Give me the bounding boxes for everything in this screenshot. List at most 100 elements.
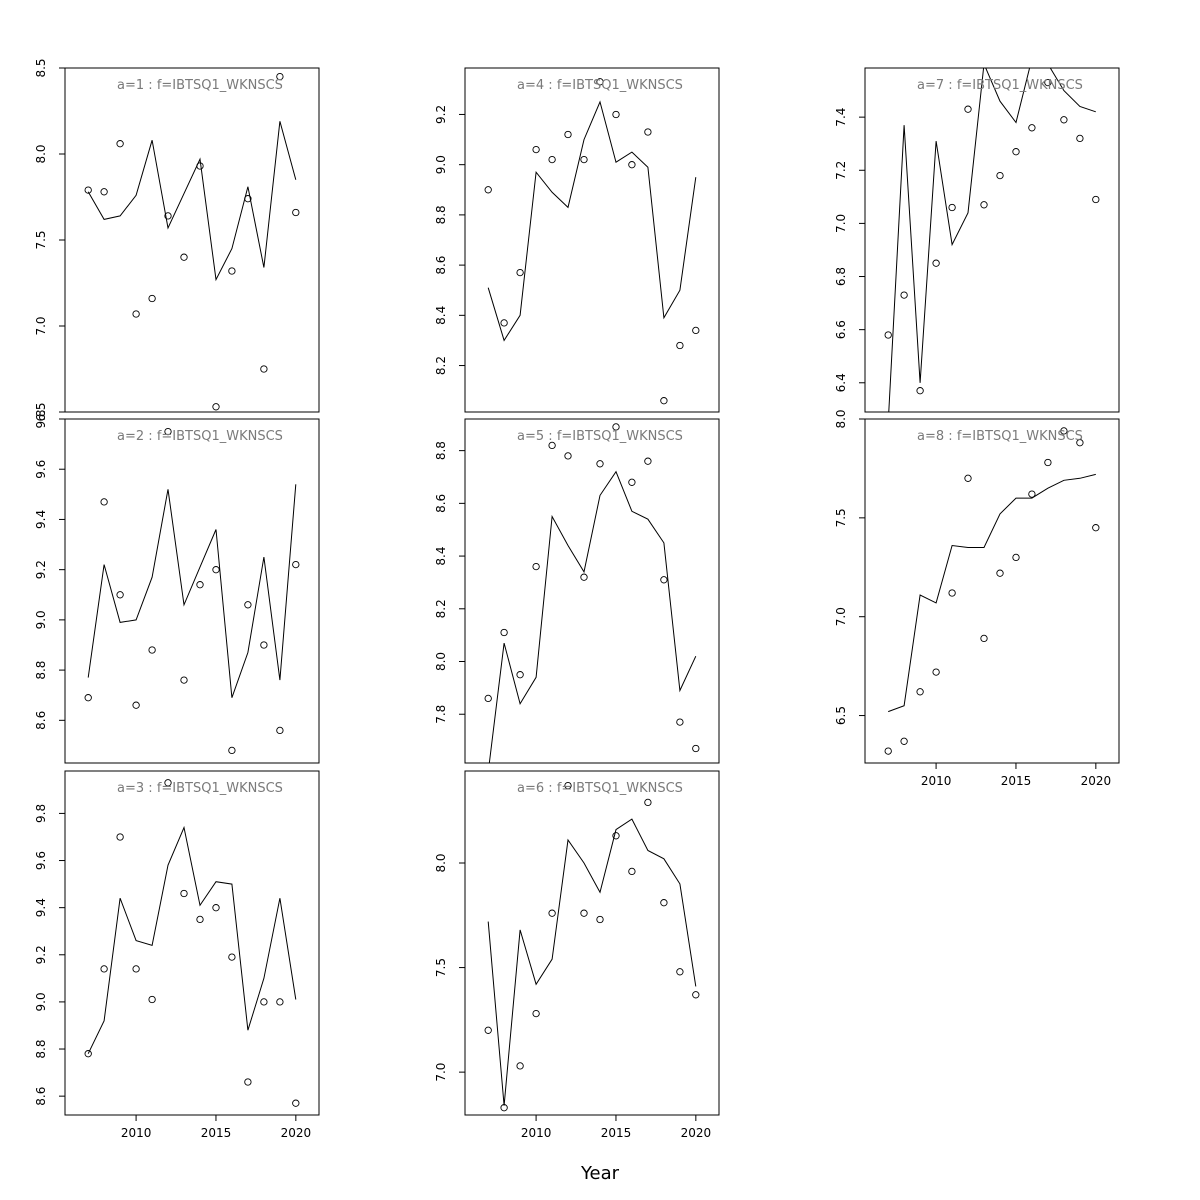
data-point bbox=[1044, 78, 1052, 87]
data-point bbox=[884, 331, 892, 339]
data-point bbox=[612, 110, 620, 119]
data-point bbox=[548, 155, 556, 164]
y-tick-label: 6.6 bbox=[834, 320, 848, 339]
fitted-line bbox=[487, 818, 697, 1106]
y-tick-label: 7.5 bbox=[434, 958, 448, 977]
data-point bbox=[276, 726, 284, 735]
y-tick-label: 9.8 bbox=[34, 409, 48, 428]
plot-frame bbox=[864, 67, 1120, 413]
data-point bbox=[564, 130, 572, 139]
data-point bbox=[116, 140, 124, 148]
y-tick-label: 9.4 bbox=[34, 898, 48, 917]
fitted-line bbox=[87, 825, 297, 1054]
data-point bbox=[84, 1050, 92, 1058]
x-tick-label: 2015 bbox=[601, 1126, 632, 1140]
data-point bbox=[116, 591, 124, 599]
data-point bbox=[260, 998, 268, 1006]
data-point bbox=[516, 268, 524, 277]
data-point bbox=[228, 746, 236, 755]
y-tick-label: 6.5 bbox=[834, 706, 848, 725]
panel-a4: a=4 : f=IBTSQ1_WKNSCS 8.2 8.4 8.6 8.8 9.0 9.2 bbox=[434, 67, 720, 413]
y-tick-label: 7.0 bbox=[434, 1063, 448, 1082]
y-tick-label: 9.6 bbox=[34, 851, 48, 870]
data-point bbox=[692, 744, 700, 753]
data-point bbox=[244, 1078, 252, 1086]
data-point bbox=[100, 188, 108, 196]
y-tick-label: 8.8 bbox=[34, 661, 48, 680]
data-point bbox=[116, 833, 124, 841]
data-point bbox=[580, 573, 588, 581]
panel-title: a=7 : f=IBTSQ1_WKNSCS bbox=[917, 78, 1083, 93]
panel-a6: a=6 : f=IBTSQ1_WKNSCS 7.0 7.5 8.0 2010 2015 20… bbox=[434, 770, 720, 1140]
data-point bbox=[516, 1062, 524, 1070]
data-point bbox=[996, 171, 1004, 180]
data-point bbox=[1012, 148, 1020, 156]
panel-a8: a=8 : f=IBTSQ1_WKNSCS 6.5 7.0 7.5 8.0 2010 201… bbox=[834, 409, 1120, 788]
data-point bbox=[900, 737, 908, 745]
data-point bbox=[100, 498, 108, 506]
data-point bbox=[164, 779, 172, 787]
data-point bbox=[612, 423, 620, 431]
data-point bbox=[180, 889, 188, 898]
data-point bbox=[532, 562, 540, 571]
fitted-line bbox=[888, 68, 1096, 412]
data-point bbox=[660, 576, 668, 584]
data-point bbox=[948, 589, 956, 597]
y-tick-label: 9.0 bbox=[34, 610, 48, 629]
data-point bbox=[1044, 458, 1052, 467]
y-tick-label: 8.6 bbox=[34, 1087, 48, 1106]
data-point bbox=[916, 688, 924, 696]
panel-a3: a=3 : f=IBTSQ1_WKNSCS 8.6 8.8 9.0 9.2 9.4 9.6 9… bbox=[34, 770, 320, 1140]
y-tick-label: 8.5 bbox=[34, 58, 48, 77]
data-point bbox=[628, 478, 636, 486]
data-point bbox=[932, 668, 940, 676]
data-point bbox=[1092, 524, 1100, 532]
data-point bbox=[548, 909, 556, 917]
data-point bbox=[244, 195, 252, 203]
data-point bbox=[292, 208, 300, 217]
y-tick-label: 9.2 bbox=[34, 945, 48, 964]
data-point bbox=[1028, 490, 1036, 498]
data-point bbox=[1028, 124, 1036, 132]
panel-a1: a=1 : f=IBTSQ1_WKNSCS 6.5 7.0 7.5 8.0 8.5 bbox=[34, 58, 320, 422]
data-point bbox=[980, 634, 988, 643]
data-point bbox=[628, 161, 636, 169]
fitted-line bbox=[488, 470, 697, 763]
data-point bbox=[660, 397, 668, 405]
data-point bbox=[1060, 427, 1068, 435]
y-tick-label: 9.0 bbox=[434, 155, 448, 174]
data-point bbox=[596, 78, 604, 86]
data-point bbox=[644, 128, 652, 136]
data-point bbox=[196, 162, 204, 170]
y-tick-label: 8.0 bbox=[34, 144, 48, 163]
y-tick-label: 7.0 bbox=[834, 214, 848, 233]
panel-title: a=5 : f=IBTSQ1_WKNSCS bbox=[517, 429, 683, 444]
y-tick-label: 8.0 bbox=[434, 652, 448, 671]
y-tick-label: 8.2 bbox=[434, 356, 448, 375]
data-point bbox=[292, 1099, 300, 1107]
data-point bbox=[164, 212, 172, 220]
data-point bbox=[484, 694, 492, 703]
x-axis-label: Year bbox=[580, 1163, 620, 1184]
data-point bbox=[644, 798, 652, 807]
data-point bbox=[900, 291, 908, 299]
data-point bbox=[660, 899, 668, 907]
y-tick-label: 8.0 bbox=[434, 853, 448, 872]
y-tick-label: 6.5 bbox=[34, 402, 48, 421]
y-tick-label: 7.8 bbox=[434, 705, 448, 724]
x-tick-label: 2015 bbox=[201, 1126, 232, 1140]
panel-title: a=8 : f=IBTSQ1_WKNSCS bbox=[917, 429, 1083, 444]
fitted-line bbox=[888, 473, 1096, 713]
plot-frame bbox=[864, 418, 1120, 764]
plot-frame bbox=[464, 770, 720, 1116]
data-point bbox=[1076, 439, 1084, 447]
data-point bbox=[916, 387, 924, 395]
data-point bbox=[148, 995, 156, 1004]
data-point bbox=[84, 186, 92, 194]
data-point bbox=[596, 460, 604, 468]
x-tick-label: 2010 bbox=[121, 1126, 152, 1140]
data-point bbox=[1060, 116, 1068, 124]
panel-title: a=3 : f=IBTSQ1_WKNSCS bbox=[117, 781, 283, 796]
y-tick-label: 9.6 bbox=[34, 460, 48, 479]
data-point bbox=[100, 965, 108, 973]
